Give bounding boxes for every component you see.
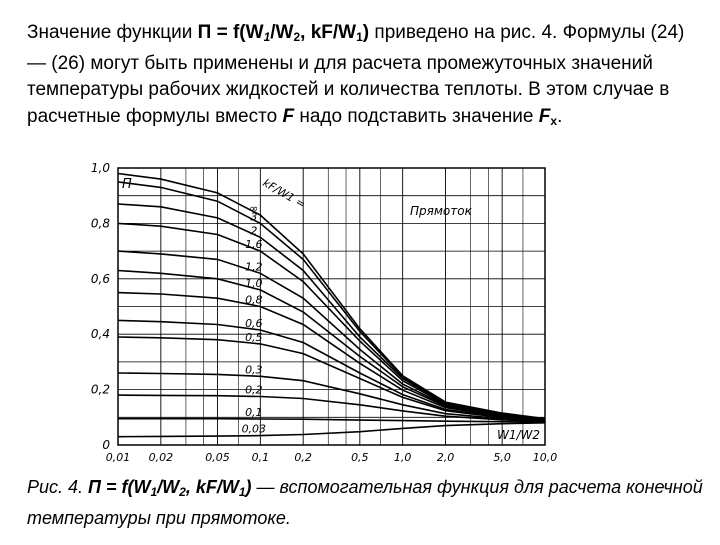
x-tick-label: 0,02: [149, 451, 174, 464]
x-tick-label: 0,2: [294, 451, 312, 464]
series-line: [117, 372, 546, 422]
series-line: [117, 291, 546, 422]
series-line: [118, 417, 546, 423]
y-tick-label: 0,6: [91, 272, 110, 286]
x-axis-label: W1/W2: [497, 428, 540, 442]
series-label: 0,1: [245, 406, 263, 419]
chart-title: Прямоток: [410, 204, 473, 218]
y-axis-label: П: [122, 177, 132, 192]
series-line: [117, 250, 546, 421]
x-tick-label: 0,1: [252, 451, 270, 464]
series-label: 0,6: [245, 317, 263, 330]
y-tick-label: 0,8: [91, 216, 110, 230]
y-tick-label: 0,4: [91, 327, 110, 341]
plot-frame: [117, 167, 546, 446]
series-label: 1,2: [245, 260, 263, 273]
series-label: 0,2: [245, 384, 263, 397]
series-label: 0,5: [245, 331, 263, 344]
series-line: [117, 222, 546, 421]
series-label: 0,3: [245, 363, 263, 376]
series-label: 3: [250, 210, 257, 223]
x-tick-label: 0,05: [205, 451, 230, 464]
x-tick-label: 1,0: [394, 451, 412, 464]
y-tick-label: 0: [102, 438, 110, 452]
series-label: 0,8: [245, 294, 263, 307]
x-tick-label: 10,0: [533, 451, 558, 464]
series-line: [117, 181, 546, 420]
x-tick-label: 5,0: [493, 451, 511, 464]
x-tick-label: 0,5: [351, 451, 369, 464]
series-line: [117, 422, 546, 438]
series-label: 2: [250, 224, 257, 237]
series-line: [117, 172, 546, 420]
y-tick-label: 1,0: [91, 161, 110, 175]
series-label: 1,6: [245, 238, 263, 251]
body-paragraph: Значение функции П = f(W1/W2, kF/W1) при…: [27, 22, 685, 128]
series-line: [117, 269, 546, 421]
series-line: [117, 336, 546, 422]
y-tick-label: 0,2: [91, 383, 110, 397]
figure-caption: Рис. 4. П = f(W1/W2, kF/W1) — вспомогате…: [27, 477, 703, 528]
x-tick-label: 0,01: [106, 451, 131, 464]
series-label: ∞: [249, 202, 258, 215]
series-line: [117, 394, 546, 423]
x-tick-label: 2,0: [437, 451, 455, 464]
series-line: [117, 319, 546, 422]
param-label: kF/W1 =: [261, 176, 308, 211]
series-label: 1,0: [245, 277, 263, 290]
series-label: 0,03: [242, 423, 267, 436]
series-line: [117, 203, 546, 420]
